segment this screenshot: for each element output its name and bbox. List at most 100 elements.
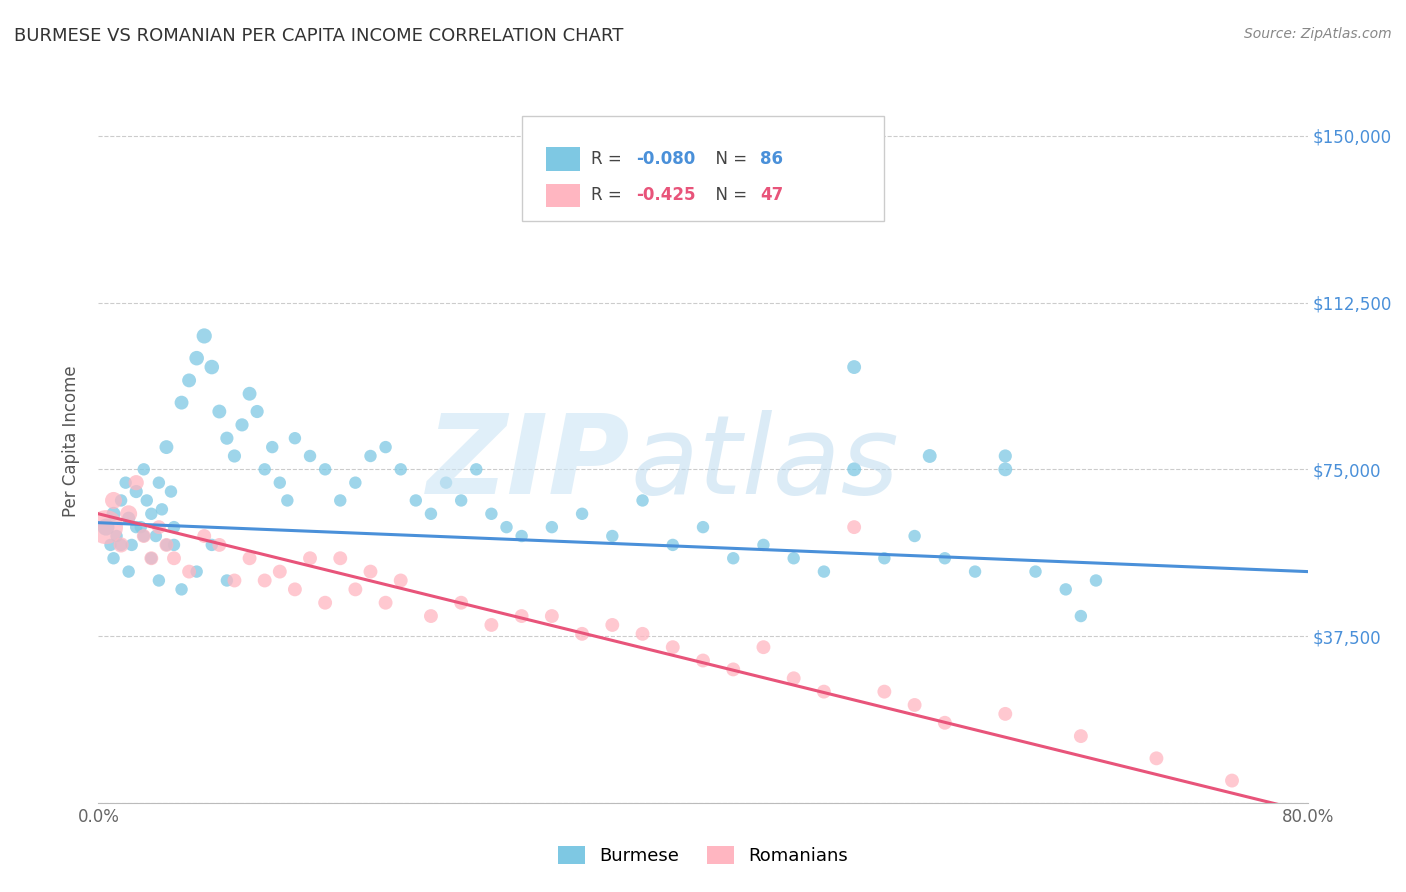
Point: [405, 493, 427, 508]
Text: R =: R =: [591, 150, 627, 168]
Point: [170, 582, 193, 597]
Point: [179, 565, 201, 579]
Point: [163, 520, 186, 534]
Point: [118, 507, 141, 521]
Point: [692, 653, 714, 667]
Point: [495, 520, 517, 534]
Point: [692, 520, 714, 534]
Point: [723, 662, 745, 676]
Point: [105, 529, 128, 543]
Point: [215, 574, 238, 588]
Point: [465, 462, 488, 476]
Point: [141, 551, 163, 566]
Point: [344, 582, 367, 597]
Text: 86: 86: [759, 150, 783, 168]
Point: [135, 493, 157, 508]
Point: [145, 529, 167, 543]
Point: [239, 386, 262, 401]
Point: [481, 507, 503, 521]
Point: [141, 551, 163, 566]
Point: [94, 520, 117, 534]
Point: [284, 431, 307, 445]
Point: [121, 538, 143, 552]
Point: [299, 551, 322, 566]
Point: [1144, 751, 1167, 765]
Point: [224, 449, 246, 463]
Point: [510, 529, 533, 543]
Point: [844, 520, 866, 534]
Point: [904, 529, 927, 543]
Text: 47: 47: [759, 186, 783, 204]
Point: [934, 551, 956, 566]
Point: [631, 493, 654, 508]
Point: [481, 618, 503, 632]
Point: [434, 475, 457, 490]
Point: [571, 507, 593, 521]
Point: [201, 538, 224, 552]
Point: [193, 329, 215, 343]
Point: [100, 538, 122, 552]
Text: N =: N =: [706, 186, 752, 204]
Point: [314, 596, 336, 610]
Point: [125, 520, 148, 534]
Point: [1024, 565, 1046, 579]
Point: [163, 538, 186, 552]
Point: [215, 431, 238, 445]
Point: [141, 507, 163, 521]
Point: [360, 565, 382, 579]
Point: [186, 351, 208, 366]
Point: [661, 538, 683, 552]
Point: [602, 529, 624, 543]
Text: R =: R =: [591, 186, 627, 204]
Point: [94, 520, 117, 534]
FancyBboxPatch shape: [522, 116, 884, 221]
Point: [873, 684, 896, 698]
Point: [132, 529, 155, 543]
Text: ZIP: ZIP: [427, 409, 630, 516]
FancyBboxPatch shape: [546, 184, 579, 207]
Point: [994, 449, 1017, 463]
Point: [155, 538, 177, 552]
Point: [602, 618, 624, 632]
Point: [314, 462, 336, 476]
Point: [1085, 574, 1108, 588]
Point: [125, 475, 148, 490]
Point: [129, 520, 152, 534]
Point: [844, 360, 866, 375]
Text: N =: N =: [706, 150, 752, 168]
Point: [179, 373, 201, 387]
Point: [329, 551, 352, 566]
Point: [1220, 773, 1243, 788]
Point: [208, 404, 231, 418]
Text: -0.080: -0.080: [637, 150, 696, 168]
Point: [201, 360, 224, 375]
Point: [661, 640, 683, 655]
Point: [1054, 582, 1077, 597]
Point: [163, 551, 186, 566]
Point: [208, 538, 231, 552]
Point: [125, 484, 148, 499]
Text: -0.425: -0.425: [637, 186, 696, 204]
Point: [813, 684, 835, 698]
Point: [246, 404, 269, 418]
Point: [420, 507, 443, 521]
Point: [132, 462, 155, 476]
Point: [450, 493, 472, 508]
Point: [170, 395, 193, 409]
Point: [186, 565, 208, 579]
Text: BURMESE VS ROMANIAN PER CAPITA INCOME CORRELATION CHART: BURMESE VS ROMANIAN PER CAPITA INCOME CO…: [14, 27, 623, 45]
Point: [994, 706, 1017, 721]
Point: [752, 640, 775, 655]
Point: [253, 462, 276, 476]
Point: [420, 609, 443, 624]
Point: [918, 449, 941, 463]
Point: [631, 627, 654, 641]
Point: [329, 493, 352, 508]
Point: [389, 462, 412, 476]
Text: atlas: atlas: [630, 409, 898, 516]
Point: [994, 462, 1017, 476]
Point: [148, 475, 170, 490]
Point: [262, 440, 284, 454]
Point: [450, 596, 472, 610]
Point: [114, 475, 136, 490]
